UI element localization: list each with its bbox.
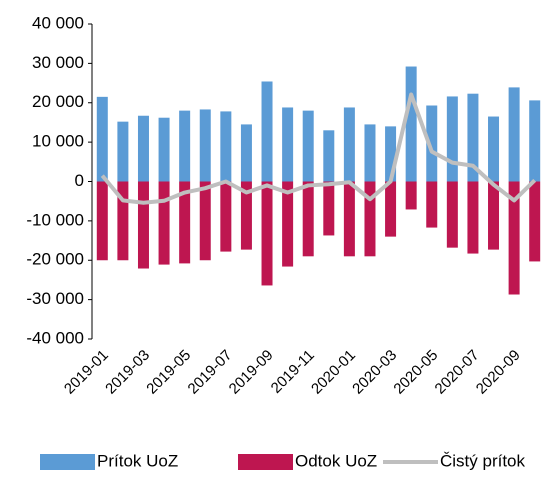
y-tick-label: 10 000 (32, 132, 84, 151)
bar (488, 181, 500, 250)
bar (405, 66, 417, 182)
y-tick-label: 30 000 (32, 53, 84, 72)
y-tick-label: -40 000 (26, 328, 84, 347)
bar (261, 181, 273, 286)
x-tick-label: 2019-07 (185, 347, 236, 398)
bar (240, 181, 252, 250)
bar (343, 181, 355, 257)
line (100, 92, 537, 205)
bar (467, 181, 479, 254)
bar (261, 81, 273, 182)
y-tick-label: -20 000 (26, 250, 84, 269)
bar (529, 181, 541, 262)
x-tick-label: 2020-05 (390, 347, 441, 398)
y-tick-label: 0 (75, 171, 84, 190)
legend-label: Prítok UoZ (97, 451, 178, 470)
bar (220, 181, 232, 252)
legend-swatch (40, 454, 95, 470)
x-tick-label: 2019-03 (102, 347, 153, 398)
bar (364, 181, 376, 257)
x-tick-label: 2020-01 (308, 347, 359, 398)
x-tick-label: 2020-09 (473, 347, 524, 398)
bar (446, 181, 458, 248)
bar (158, 117, 170, 182)
bar (364, 124, 376, 182)
bar (488, 116, 500, 182)
bar (385, 126, 397, 182)
bar (220, 111, 232, 182)
bar (240, 124, 252, 182)
bar (137, 115, 149, 182)
x-tick-label: 2019-01 (61, 347, 112, 398)
bar (405, 181, 417, 210)
legend-swatch (238, 454, 293, 470)
bar (96, 96, 108, 182)
bar (137, 181, 149, 269)
bar (96, 181, 108, 261)
bar (343, 107, 355, 182)
bar (117, 181, 129, 261)
bar (426, 181, 438, 228)
legend-label: Čistý prítok (440, 451, 526, 470)
bar (199, 181, 211, 261)
x-tick-label: 2019-05 (143, 347, 194, 398)
x-tick-label: 2019-09 (226, 347, 277, 398)
bar (302, 181, 314, 257)
y-tick-label: -10 000 (26, 210, 84, 229)
bar (117, 121, 129, 182)
bar (302, 110, 314, 182)
bar (426, 105, 438, 182)
y-tick-label: -30 000 (26, 289, 84, 308)
bar (282, 107, 294, 182)
bar (446, 96, 458, 182)
bar (323, 181, 335, 236)
bar (179, 110, 191, 182)
bar (508, 87, 520, 182)
y-tick-label: 40 000 (32, 13, 84, 32)
bar (282, 181, 294, 267)
bar (385, 181, 397, 237)
x-tick-label: 2020-03 (349, 347, 400, 398)
x-tick-label: 2019-11 (268, 347, 318, 397)
bar (508, 181, 520, 295)
x-tick-label: 2020-07 (432, 347, 483, 398)
bar (199, 109, 211, 182)
bar (323, 130, 335, 182)
bar (179, 181, 191, 264)
legend-label: Odtok UoZ (295, 451, 377, 470)
bar (529, 100, 541, 182)
bar (158, 181, 170, 265)
bar (467, 93, 479, 182)
y-tick-label: 20 000 (32, 92, 84, 111)
